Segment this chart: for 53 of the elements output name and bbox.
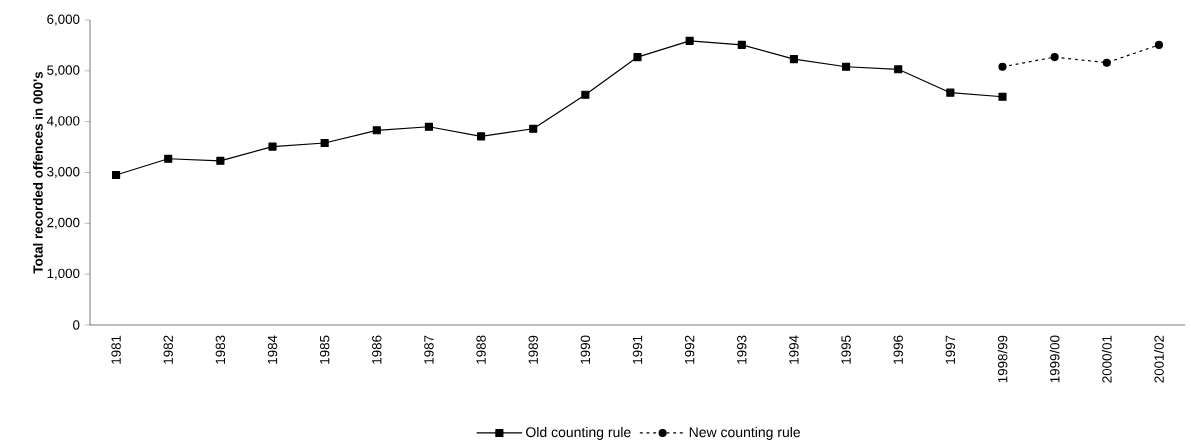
y-tick-label: 2,000 (47, 217, 80, 229)
x-tick-label: 1986 (372, 335, 382, 364)
point (164, 154, 173, 163)
x-tick-label: 1987 (424, 335, 434, 364)
x-tick-label: 1999/00 (1049, 335, 1060, 383)
point (112, 170, 121, 180)
y-tick-label: 3,000 (47, 166, 80, 179)
point (581, 90, 590, 99)
point (216, 156, 225, 165)
y-tick-label: 6,000 (47, 14, 80, 26)
point (424, 122, 433, 131)
point (1102, 58, 1111, 67)
point (737, 40, 746, 49)
point (320, 138, 329, 148)
point (529, 124, 538, 133)
y-tick-label: 4,000 (46, 116, 80, 128)
legend-label: Old counting rule (526, 426, 631, 440)
point (946, 88, 955, 97)
x-tick-label: 1988 (476, 335, 486, 364)
point (1050, 53, 1059, 62)
y-tick-label: 0 (73, 320, 80, 330)
x-tick-label: 1989 (528, 335, 538, 364)
point (998, 62, 1007, 71)
point (633, 53, 642, 62)
legend-label: New counting rule (689, 426, 801, 440)
x-tick-label: 1997 (945, 335, 956, 364)
x-tick-label: 1998/99 (997, 335, 1008, 383)
y-tick-label: 1,000 (47, 268, 80, 280)
x-tick-label: 1982 (163, 335, 173, 364)
point (998, 92, 1007, 101)
point (894, 65, 903, 74)
x-tick-label: 1981 (111, 335, 121, 364)
point (1154, 40, 1163, 49)
x-tick-label: 1985 (319, 335, 330, 364)
x-tick-label: 1992 (684, 335, 695, 364)
x-tick-label: 1983 (215, 335, 226, 364)
x-tick-label: 1993 (737, 335, 747, 364)
point (477, 132, 486, 141)
y-axis-title: Total recorded offences in 000's (32, 71, 43, 274)
point (268, 142, 277, 151)
x-tick-label: 1996 (893, 335, 903, 364)
x-tick-label: 1991 (632, 335, 643, 364)
x-tick-label: 2001/02 (1154, 335, 1164, 383)
point (789, 55, 798, 64)
point (842, 62, 851, 71)
x-tick-label: 1990 (580, 335, 591, 364)
x-tick-label: 1984 (267, 335, 278, 364)
y-tick-label: 5,000 (47, 65, 80, 77)
x-tick-label: 1994 (789, 335, 799, 364)
point (685, 36, 694, 45)
x-tick-label: 1995 (841, 335, 851, 364)
point (372, 126, 381, 135)
x-tick-label: 2000/01 (1101, 335, 1112, 383)
